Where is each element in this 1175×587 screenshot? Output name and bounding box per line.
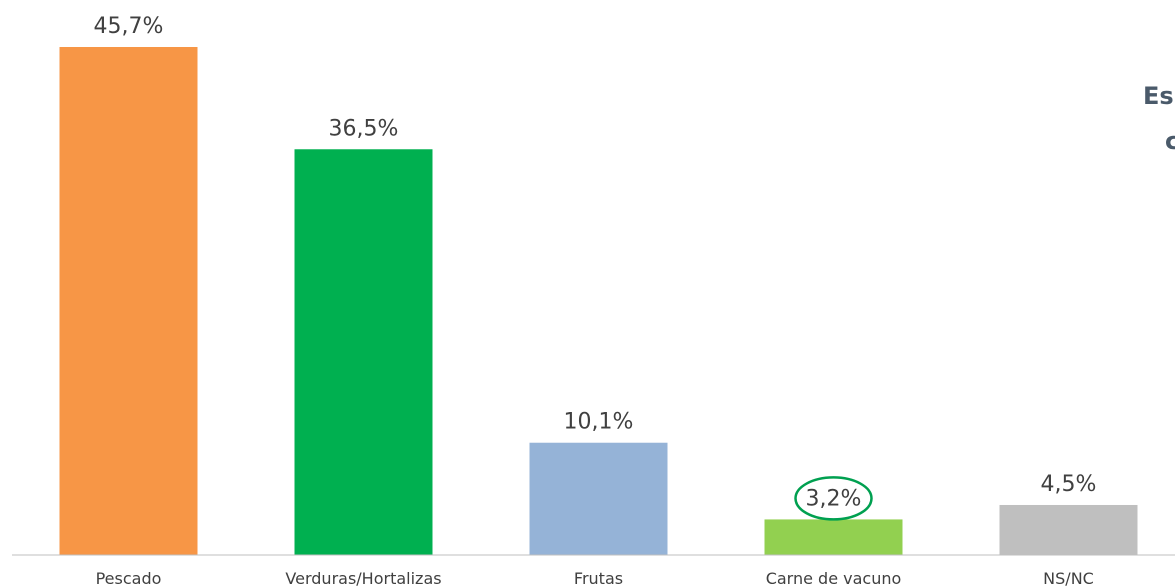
highlight-layer (794, 476, 873, 521)
value-label-pescado: 45,7% (94, 14, 164, 39)
category-labels-layer: Pescado Verduras/Hortalizas Frutas Carne de… (96, 569, 1094, 587)
bar-verduras-hortalizas (294, 149, 433, 555)
value-label-frutas: 10,1% (564, 410, 634, 435)
bar-pescado (59, 47, 198, 555)
category-label-carne-de-vacuno: Carne de vacuno (766, 569, 902, 587)
side-title-fragment-1: Es (1143, 82, 1174, 110)
value-label-verduras-hortalizas: 36,5% (329, 116, 399, 141)
value-labels-layer: 45,7% 36,5% 10,1% 3,2% 4,5% (94, 14, 1097, 511)
category-label-frutas: Frutas (574, 569, 623, 587)
highlight-circle (794, 476, 873, 521)
category-label-verduras-hortalizas: Verduras/Hortalizas (285, 569, 441, 587)
side-title-fragment-2: c (1165, 127, 1175, 155)
value-label-ns-nc: 4,5% (1041, 472, 1097, 497)
bars-layer (59, 47, 1138, 555)
bar-frutas (529, 442, 668, 555)
bar-carne-de-vacuno (764, 519, 903, 555)
bar-ns-nc (999, 504, 1138, 555)
category-label-ns-nc: NS/NC (1043, 569, 1094, 587)
category-label-pescado: Pescado (96, 569, 162, 587)
value-label-carne-de-vacuno: 3,2% (806, 486, 862, 511)
